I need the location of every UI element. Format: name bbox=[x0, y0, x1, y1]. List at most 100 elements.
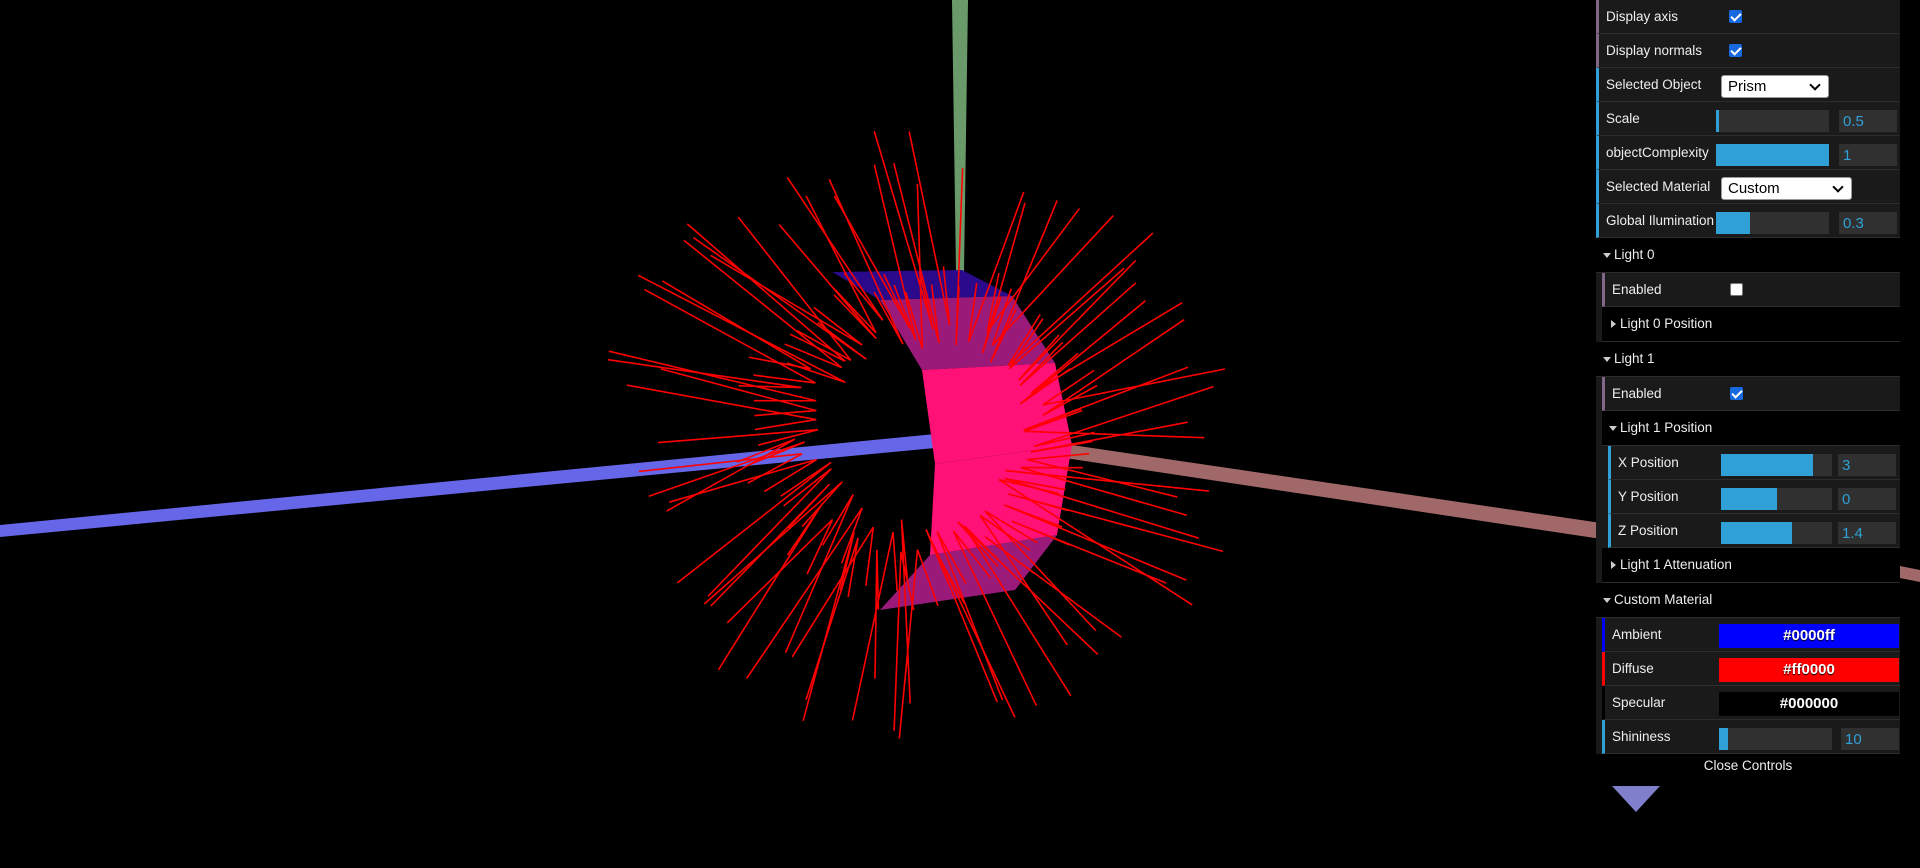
ambient-row: Ambient #0000ff bbox=[1602, 618, 1900, 652]
normal-line bbox=[710, 483, 831, 607]
normal-line bbox=[873, 131, 934, 330]
light1-y-slider[interactable] bbox=[1721, 488, 1832, 510]
global-illumination-slider[interactable] bbox=[1716, 212, 1829, 234]
custom-material-folder[interactable]: Custom Material bbox=[1596, 583, 1900, 618]
selected-material-row: Selected Material Custom bbox=[1596, 170, 1900, 204]
light1-position-folder[interactable]: Light 1 Position bbox=[1602, 411, 1900, 446]
normal-line bbox=[1007, 493, 1224, 553]
global-illumination-label: Global Ilumination bbox=[1606, 213, 1715, 228]
normal-line bbox=[986, 208, 1081, 333]
display-axis-checkbox[interactable] bbox=[1729, 10, 1742, 23]
light1-z-slider[interactable] bbox=[1721, 522, 1832, 544]
normal-line bbox=[707, 468, 832, 597]
light1-attenuation-folder[interactable]: Light 1 Attenuation bbox=[1602, 548, 1900, 583]
global-illumination-slider-fill bbox=[1716, 212, 1750, 234]
scale-row: Scale 0.5 bbox=[1596, 102, 1900, 136]
light0-folder[interactable]: Light 0 bbox=[1596, 238, 1900, 273]
normal-line bbox=[893, 163, 940, 343]
normal-line bbox=[828, 178, 904, 345]
normal-line bbox=[683, 239, 843, 369]
selected-material-select[interactable]: Custom bbox=[1721, 177, 1852, 200]
normal-line bbox=[1007, 232, 1154, 366]
normal-line bbox=[791, 526, 875, 658]
display-normals-label: Display normals bbox=[1606, 43, 1703, 58]
normal-line bbox=[805, 537, 859, 701]
light1-enabled-checkbox[interactable] bbox=[1730, 387, 1743, 400]
normal-line bbox=[737, 216, 852, 361]
light1-z-row: Z Position 1.4 bbox=[1608, 514, 1900, 548]
normal-line bbox=[648, 441, 805, 498]
normal-line bbox=[981, 202, 1026, 354]
normal-line bbox=[873, 164, 917, 341]
global-illumination-input[interactable]: 0.3 bbox=[1839, 212, 1897, 234]
light1-x-row: X Position 3 bbox=[1608, 446, 1900, 480]
normal-line bbox=[784, 494, 854, 654]
normal-line bbox=[661, 280, 812, 370]
light1-x-slider[interactable] bbox=[1721, 454, 1832, 476]
object-complexity-slider[interactable] bbox=[1716, 144, 1829, 166]
scale-label: Scale bbox=[1606, 111, 1640, 126]
normal-line bbox=[786, 176, 884, 321]
object-complexity-slider-fill bbox=[1716, 144, 1829, 166]
close-controls-button[interactable]: Close Controls bbox=[1596, 754, 1900, 778]
display-axis-label: Display axis bbox=[1606, 9, 1679, 24]
shininess-slider[interactable] bbox=[1719, 728, 1832, 750]
normal-line bbox=[660, 368, 817, 417]
custom-material-content: Ambient #0000ff Diffuse #ff0000 Specular… bbox=[1602, 618, 1900, 754]
axis-z bbox=[0, 434, 935, 537]
shininess-input[interactable]: 10 bbox=[1841, 728, 1899, 750]
light1-z-input[interactable]: 1.4 bbox=[1838, 522, 1896, 544]
display-normals-checkbox[interactable] bbox=[1729, 44, 1742, 57]
normal-line bbox=[626, 384, 817, 431]
light1-enabled-row: Enabled bbox=[1602, 377, 1900, 411]
normal-line bbox=[957, 521, 1099, 656]
normal-line bbox=[979, 514, 1068, 646]
light1-folder[interactable]: Light 1 bbox=[1596, 342, 1900, 377]
normal-line bbox=[608, 350, 817, 402]
normal-line bbox=[984, 536, 1122, 638]
display-normals-row: Display normals bbox=[1596, 34, 1900, 68]
normal-line bbox=[607, 358, 802, 389]
light0-enabled-label: Enabled bbox=[1612, 282, 1662, 297]
normal-line bbox=[1042, 368, 1226, 406]
normal-line bbox=[644, 288, 816, 384]
normal-line bbox=[726, 518, 834, 624]
normal-line bbox=[991, 215, 1114, 346]
normal-line bbox=[900, 519, 911, 704]
light1-enabled-label: Enabled bbox=[1612, 386, 1662, 401]
light0-enabled-checkbox[interactable] bbox=[1730, 283, 1743, 296]
light0-content: Enabled Light 0 Position bbox=[1602, 273, 1900, 342]
normal-line bbox=[1004, 477, 1200, 539]
diffuse-color-swatch[interactable]: #ff0000 bbox=[1719, 658, 1899, 682]
display-axis-row: Display axis bbox=[1596, 0, 1900, 34]
normal-line bbox=[1030, 301, 1183, 394]
normal-line bbox=[1019, 300, 1146, 405]
object-complexity-input[interactable]: 1 bbox=[1839, 144, 1897, 166]
light1-y-label: Y Position bbox=[1618, 489, 1679, 504]
light1-y-row: Y Position 0 bbox=[1608, 480, 1900, 514]
normal-line bbox=[898, 549, 939, 739]
normal-line bbox=[703, 481, 843, 605]
normal-line bbox=[805, 195, 877, 334]
light1-z-label: Z Position bbox=[1618, 523, 1679, 538]
object-complexity-label: objectComplexity bbox=[1606, 145, 1709, 160]
light0-position-folder[interactable]: Light 0 Position bbox=[1602, 307, 1900, 342]
light1-y-input[interactable]: 0 bbox=[1838, 488, 1896, 510]
controls-panel: Display axis Display normals Selected Ob… bbox=[1596, 0, 1900, 778]
normal-line bbox=[666, 438, 796, 512]
normal-line bbox=[1042, 318, 1185, 417]
normal-line bbox=[955, 168, 964, 346]
specular-color-swatch[interactable]: #000000 bbox=[1719, 692, 1899, 716]
scale-input[interactable]: 0.5 bbox=[1839, 110, 1897, 132]
normal-line bbox=[904, 183, 924, 349]
light1-x-input[interactable]: 3 bbox=[1838, 454, 1896, 476]
scale-slider[interactable] bbox=[1716, 110, 1829, 132]
object-complexity-row: objectComplexity 1 bbox=[1596, 136, 1900, 170]
selected-object-select[interactable]: Prism bbox=[1721, 75, 1829, 98]
normal-line bbox=[1027, 452, 1178, 498]
ambient-color-swatch[interactable]: #0000ff bbox=[1719, 624, 1899, 648]
normal-line bbox=[745, 507, 863, 679]
normal-line bbox=[668, 458, 818, 503]
normal-line bbox=[893, 551, 915, 731]
